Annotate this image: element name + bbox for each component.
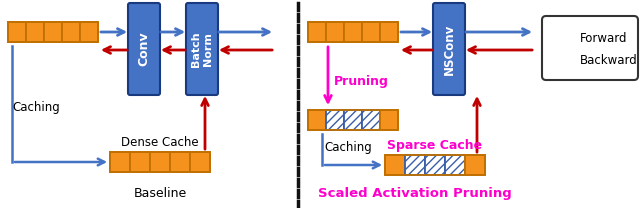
Text: Pruning: Pruning [334, 76, 389, 88]
Bar [380, 110, 398, 130]
Bar [44, 22, 62, 42]
Text: Backward: Backward [580, 53, 637, 67]
Bar [80, 22, 98, 42]
Bar [308, 110, 326, 130]
Bar [385, 155, 485, 175]
Bar [110, 152, 210, 172]
Text: Baseline: Baseline [133, 187, 187, 200]
FancyBboxPatch shape [542, 16, 638, 80]
Bar [308, 22, 398, 42]
Bar [425, 155, 445, 175]
Bar [326, 22, 344, 42]
Bar [362, 22, 380, 42]
Bar [8, 22, 26, 42]
Bar [385, 155, 405, 175]
Bar [344, 110, 362, 130]
Bar [308, 110, 398, 130]
Bar [110, 152, 130, 172]
Text: Dense Cache: Dense Cache [121, 136, 199, 149]
Bar [326, 110, 344, 130]
Bar [190, 152, 210, 172]
Text: Forward: Forward [580, 31, 627, 45]
Bar [465, 155, 485, 175]
Bar [150, 152, 170, 172]
Text: Sparse Cache: Sparse Cache [387, 139, 483, 152]
Bar [405, 155, 425, 175]
FancyBboxPatch shape [433, 3, 465, 95]
Bar [362, 110, 380, 130]
FancyBboxPatch shape [186, 3, 218, 95]
Text: NSConv: NSConv [442, 23, 456, 75]
Bar [308, 22, 326, 42]
Text: Caching: Caching [324, 141, 372, 155]
Text: Conv: Conv [138, 32, 150, 66]
Bar [170, 152, 190, 172]
Text: Caching: Caching [12, 102, 60, 114]
FancyBboxPatch shape [128, 3, 160, 95]
Bar [130, 152, 150, 172]
Bar [26, 22, 44, 42]
Bar [8, 22, 98, 42]
Bar [62, 22, 80, 42]
Bar [380, 22, 398, 42]
Bar [445, 155, 465, 175]
Bar [344, 22, 362, 42]
Text: Scaled Activation Pruning: Scaled Activation Pruning [318, 187, 512, 200]
Text: Batch
Norm: Batch Norm [191, 31, 212, 67]
